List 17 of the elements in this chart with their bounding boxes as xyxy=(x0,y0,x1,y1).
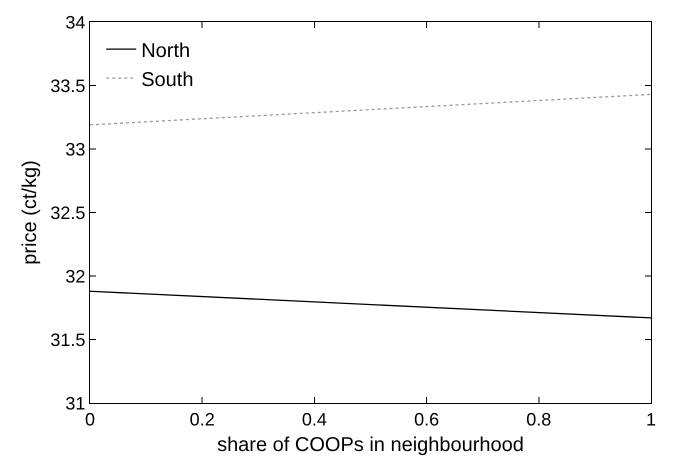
x-axis-title: share of COOPs in neighbourhood xyxy=(217,434,524,456)
y-tick-label: 32.5 xyxy=(50,202,86,223)
y-tick-label: 31 xyxy=(65,393,86,414)
y-tick-label: 32 xyxy=(65,266,86,286)
y-axis-title: price (ct/kg) xyxy=(18,160,41,265)
x-tick-label: 0 xyxy=(84,410,96,430)
y-tick-label: 33.5 xyxy=(50,76,86,96)
y-tick-label: 33 xyxy=(65,139,86,160)
legend-label: South xyxy=(141,68,194,91)
x-tick-label: 0.6 xyxy=(414,410,440,430)
x-tick-label: 1 xyxy=(646,410,656,430)
x-tick-label: 0.8 xyxy=(526,410,552,430)
x-tick-label: 0.2 xyxy=(190,410,215,430)
y-tick-label: 31.5 xyxy=(50,330,86,350)
y-tick-label: 34 xyxy=(65,12,86,32)
legend-label: North xyxy=(141,40,190,62)
x-tick-label: 0.4 xyxy=(302,410,327,430)
